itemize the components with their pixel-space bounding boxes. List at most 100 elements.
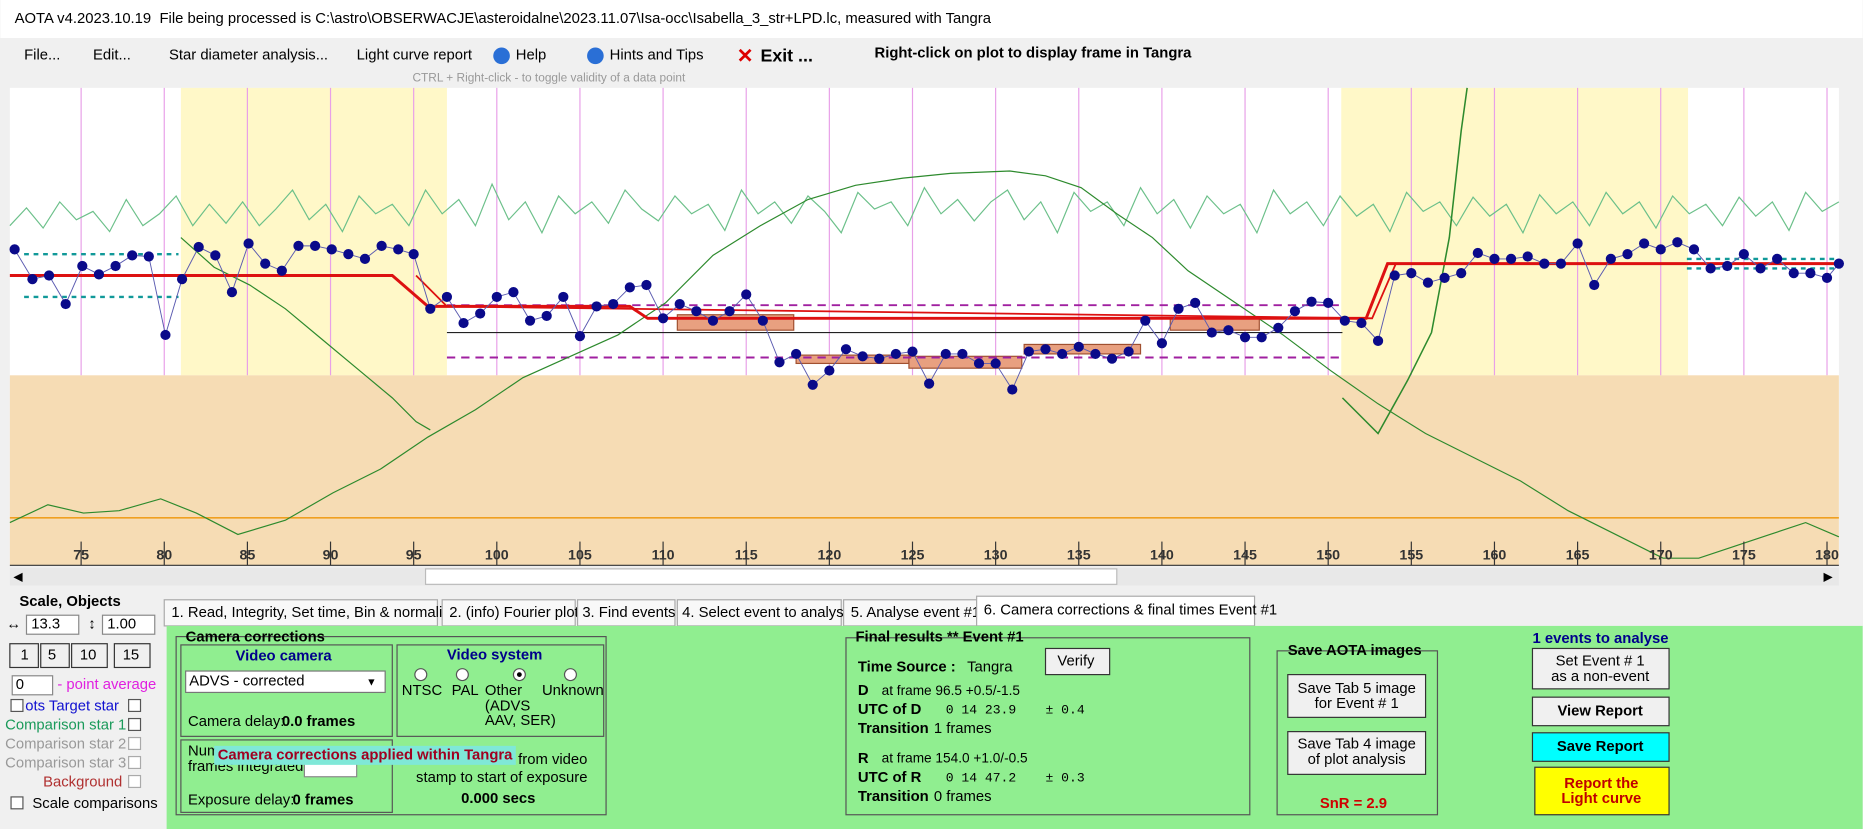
button[interactable]: Save Tab 4 image	[1297, 737, 1415, 753]
data-point	[1505, 253, 1517, 265]
rect	[9, 375, 1839, 566]
data-point	[376, 240, 387, 251]
data-point	[508, 287, 519, 298]
polyline	[1341, 87, 1468, 435]
menu-item[interactable]: Exit ...	[760, 46, 812, 66]
button[interactable]: as a non-event	[1551, 669, 1650, 685]
data-point	[160, 329, 171, 341]
data-point	[1805, 268, 1816, 279]
button[interactable]: Light curve	[1561, 791, 1641, 807]
rect	[1534, 766, 1670, 816]
data-point	[1306, 296, 1317, 307]
rect	[1531, 696, 1670, 727]
tab[interactable]: 4. Select event to analyse	[682, 605, 852, 621]
button[interactable]: Save Report	[1557, 739, 1644, 755]
data-point	[1772, 253, 1783, 265]
radio[interactable]: NTSC	[402, 683, 443, 699]
menu-item[interactable]: File...	[24, 48, 60, 64]
x-tick-label: 120	[817, 548, 841, 564]
data-point	[143, 251, 154, 262]
radio[interactable]: Other	[485, 683, 522, 699]
data-point	[807, 379, 818, 390]
rect	[1341, 87, 1689, 376]
data-point	[1256, 332, 1267, 343]
data-point	[973, 358, 985, 369]
button[interactable]: Set Event # 1	[1556, 653, 1645, 669]
menu-item[interactable]: Help	[516, 48, 547, 64]
scale-y[interactable]: 1.00	[107, 617, 136, 633]
button[interactable]: View Report	[1557, 703, 1642, 719]
button[interactable]: 1	[21, 648, 29, 664]
tab[interactable]: 1. Read, Integrity, Set time, Bin & norm…	[171, 605, 458, 621]
tab[interactable]: 2. (info) Fourier plot	[449, 605, 579, 621]
button[interactable]: for Event # 1	[1315, 696, 1399, 712]
data-point	[707, 315, 719, 326]
label: Camera delay:	[188, 714, 284, 730]
button[interactable]: 10	[80, 648, 97, 664]
data-point	[458, 317, 469, 329]
plot-hint: Right-click on plot to display frame in …	[874, 45, 1192, 61]
data-point	[1472, 247, 1483, 259]
button[interactable]: 5	[48, 648, 56, 664]
menu-item[interactable]: Hints and Tips	[610, 48, 704, 64]
rect	[1531, 647, 1670, 690]
rect	[40, 643, 70, 669]
data-point	[558, 291, 569, 303]
data-point	[77, 260, 88, 272]
tab[interactable]: 5. Analyse event #1	[851, 605, 980, 621]
value: at frame 154.0 +1.0/-0.5	[882, 751, 1028, 766]
label: Video camera	[236, 649, 333, 665]
radio[interactable]: PAL	[452, 683, 479, 699]
object: Comparison star 3	[5, 756, 126, 772]
button[interactable]: Save Tab 5 image	[1297, 681, 1415, 697]
rect	[175, 636, 607, 816]
x-tick-label: 95	[406, 548, 422, 564]
data-point	[1206, 327, 1217, 338]
camera-select[interactable]: ADVS - corrected	[189, 674, 304, 690]
circle	[455, 668, 469, 682]
rect	[1287, 674, 1427, 718]
data-point	[1622, 249, 1633, 260]
tab[interactable]: 6. Camera corrections & final times Even…	[984, 602, 1277, 618]
point-average-value[interactable]: 0	[16, 677, 24, 693]
data-point	[1372, 335, 1384, 346]
label: Scale comparisons	[32, 796, 157, 812]
data-point	[874, 353, 885, 364]
menu-item[interactable]: Light curve report	[357, 48, 473, 64]
radio[interactable]: Unknown	[542, 683, 604, 699]
polyline	[9, 262, 1839, 320]
button[interactable]: Report the	[1564, 776, 1638, 792]
rect	[10, 698, 24, 713]
data-point	[491, 291, 502, 303]
data-point	[1239, 332, 1251, 343]
data-point	[1639, 238, 1650, 249]
group-title: Save AOTA images	[1288, 643, 1422, 659]
data-point	[293, 240, 304, 251]
data-point	[193, 241, 204, 253]
circle	[414, 668, 428, 682]
button[interactable]: Verify	[1057, 653, 1095, 669]
polyline	[9, 170, 1840, 559]
label: Num	[188, 744, 219, 760]
data-point	[957, 348, 968, 360]
tab[interactable]: 3. Find events	[582, 605, 675, 621]
button[interactable]: 15	[123, 648, 139, 664]
rect	[185, 670, 386, 694]
x-tick-label: 85	[239, 548, 255, 564]
data-point	[176, 273, 188, 285]
rect	[163, 599, 439, 627]
label: Transition	[858, 789, 929, 805]
panel-title: Scale, Objects	[19, 594, 120, 610]
menu-item[interactable]: Edit...	[93, 48, 131, 64]
scale-x[interactable]: 13.3	[31, 617, 60, 633]
menu-item[interactable]: Star diameter analysis...	[169, 48, 328, 64]
x-tick-label: 175	[1732, 548, 1756, 564]
button[interactable]: of plot analysis	[1308, 752, 1406, 768]
x-tick-label: 80	[156, 548, 172, 564]
data-point	[1589, 279, 1600, 291]
polyline	[180, 237, 431, 431]
data-point	[1406, 268, 1417, 279]
data-point	[1522, 251, 1533, 262]
label: Video system	[447, 648, 542, 664]
